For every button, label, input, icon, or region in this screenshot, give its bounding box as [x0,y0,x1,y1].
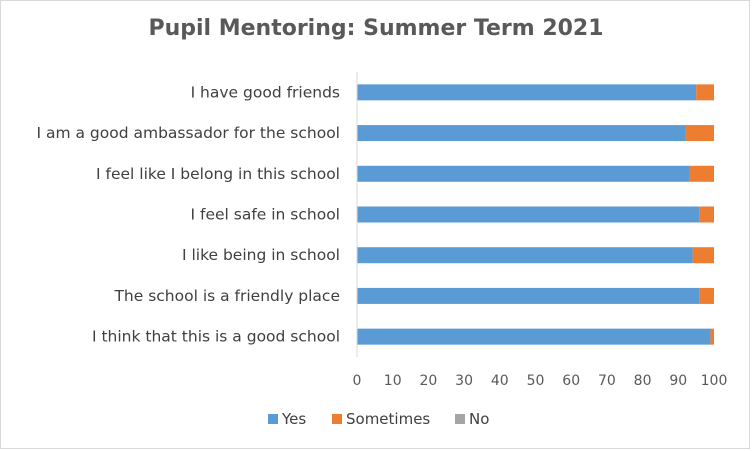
x-tick-label: 20 [419,373,437,389]
legend-swatch-yes [268,414,278,424]
bar-yes [357,165,690,182]
legend-label-yes: Yes [281,410,306,428]
category-label: I feel like I belong in this school [96,165,340,183]
x-tick-label: 30 [455,373,473,389]
x-tick-label: 50 [527,373,545,389]
bar-yes [357,287,700,304]
x-tick-label: 0 [353,373,362,389]
legend-swatch-no [455,414,465,424]
legend-swatch-sometimes [332,414,342,424]
bar-sometimes [710,328,714,345]
category-label: I like being in school [182,246,340,264]
bar-yes [357,84,697,101]
legend-label-sometimes: Sometimes [346,410,430,428]
bar-sometimes [692,247,714,264]
x-tick-label: 70 [598,373,616,389]
bar-yes [357,328,711,345]
category-label: The school is a friendly place [113,287,340,305]
x-tick-label: 40 [491,373,509,389]
bar-yes [357,125,686,142]
bar-yes [357,247,693,264]
category-label: I think that this is a good school [92,328,340,346]
bar-sometimes [699,287,714,304]
bar-sometimes [699,206,714,223]
category-label: I am a good ambassador for the school [36,124,340,142]
bar-sometimes [685,125,714,142]
x-tick-label: 10 [384,373,402,389]
bar-sometimes [689,165,714,182]
bar-yes [357,206,700,223]
x-tick-label: 100 [701,373,728,389]
x-tick-label: 60 [562,373,580,389]
chart-title: Pupil Mentoring: Summer Term 2021 [148,16,604,41]
bar-sometimes [696,84,714,101]
x-tick-label: 80 [634,373,652,389]
x-tick-label: 90 [669,373,687,389]
category-label: I feel safe in school [190,206,340,224]
category-label: I have good friends [191,83,340,101]
legend-label-no: No [469,410,489,428]
